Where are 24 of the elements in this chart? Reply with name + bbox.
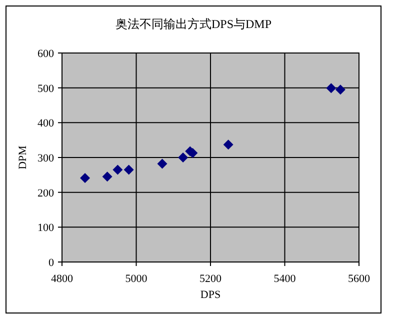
chart-title: 奥法不同输出方式DPS与DMP <box>115 17 272 31</box>
point <box>112 164 123 175</box>
point <box>102 172 112 182</box>
x-tick-label: 5000 <box>125 273 148 285</box>
point <box>80 173 90 184</box>
point <box>124 164 134 175</box>
y-tick-label: 100 <box>38 222 54 234</box>
y-tick-label: 600 <box>38 48 54 60</box>
y-tick-label: 200 <box>38 187 54 200</box>
y-axis-title: DPM <box>17 145 29 170</box>
y-tick-label: 300 <box>38 152 54 164</box>
point <box>326 83 336 94</box>
y-tick-label: 500 <box>38 82 54 95</box>
x-tick-label: 4800 <box>51 273 74 285</box>
x-tick-label: 5600 <box>348 273 370 285</box>
x-tick-label: 5400 <box>274 273 296 285</box>
point <box>157 158 168 169</box>
point <box>178 152 188 162</box>
y-tick-label: 400 <box>38 118 54 130</box>
x-axis-title: DPS <box>200 289 221 301</box>
y-tick-label: 0 <box>48 257 54 269</box>
point <box>335 84 346 95</box>
point <box>223 140 234 150</box>
x-tick-label: 5200 <box>200 273 222 285</box>
